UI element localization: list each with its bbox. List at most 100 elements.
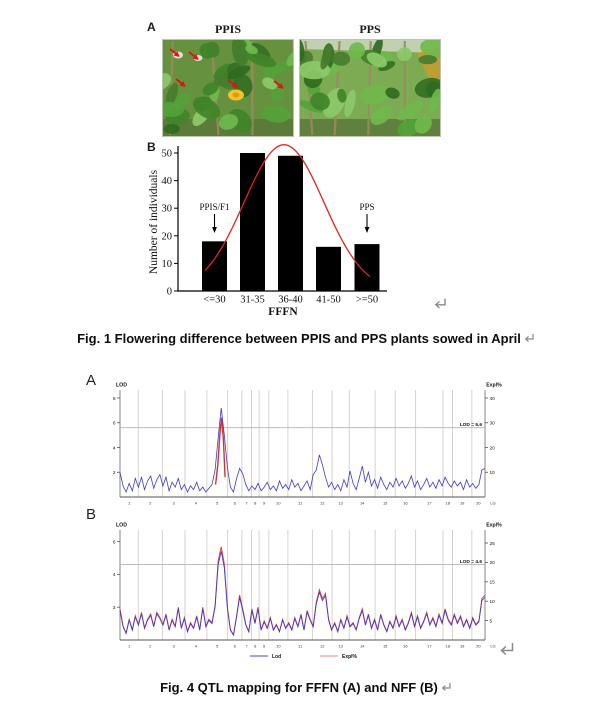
chart-shape <box>397 119 421 137</box>
leaf <box>218 114 239 130</box>
chart-shape <box>179 81 186 87</box>
chart-shape <box>414 115 432 134</box>
linkage-group-label: 14 <box>360 644 365 649</box>
linkage-group-label: 18 <box>446 501 451 506</box>
figure1-panel-a-label: A <box>147 20 156 34</box>
chart-shape <box>232 92 240 98</box>
chart-shape <box>162 39 294 137</box>
left-tick-label: 4 <box>113 572 116 578</box>
right-tick-label: 15 <box>490 580 496 586</box>
lod-line <box>119 407 486 494</box>
bar <box>354 244 380 291</box>
photo-title-ppis: PPIS <box>214 22 241 36</box>
chart-shape <box>218 114 239 130</box>
leaf <box>310 92 330 111</box>
chart-shape <box>366 52 387 68</box>
linkage-group-label: 5 <box>216 644 219 649</box>
bar <box>278 155 303 291</box>
leaf <box>231 39 247 66</box>
chart-shape <box>385 87 400 99</box>
chart-shape <box>165 82 178 107</box>
red-arrow-icon <box>273 80 284 89</box>
y-axis-title: Number of individuals <box>148 169 160 274</box>
leaf <box>247 52 277 68</box>
chart-shape <box>277 83 284 89</box>
linkage-group-label: 9 <box>263 501 266 506</box>
right-tick-label: 20 <box>490 560 496 566</box>
chart-shape <box>262 77 277 90</box>
linkage-group-label: 8 <box>254 644 257 649</box>
lod-threshold-label: LOD = 4.6 <box>460 559 483 565</box>
red-arrow-icon <box>169 48 180 57</box>
arrowhead <box>212 227 217 233</box>
chart-shape <box>194 96 212 112</box>
chart-shape <box>396 47 412 62</box>
linkage-group-label: 14 <box>360 501 365 506</box>
figure1-caption: Fig. 1 Flowering difference between PPIS… <box>0 331 612 346</box>
right-tick-label: 25 <box>490 541 496 547</box>
return-mark-icon <box>434 298 446 309</box>
y-tick-label: 10 <box>162 259 173 270</box>
y-tick-label: 0 <box>167 287 172 298</box>
arrowhead <box>364 227 370 233</box>
linkage-group-label: 15 <box>383 501 388 506</box>
left-axis-title: LOD <box>116 523 127 529</box>
linkage-group-label: 8 <box>254 501 257 506</box>
bar <box>240 153 265 291</box>
linkage-group-label: 7 <box>246 501 249 506</box>
linkage-group-label: 20 <box>476 644 481 649</box>
chart-shape <box>231 39 247 66</box>
right-tick-label: 10 <box>490 599 496 605</box>
leaf <box>359 84 390 105</box>
leaf <box>396 101 424 121</box>
chart-shape <box>261 105 291 123</box>
x-tick-label: <=30 <box>203 295 225 306</box>
leaf <box>320 45 332 70</box>
leaf <box>262 77 277 90</box>
left-tick-label: 2 <box>113 605 116 611</box>
figure4-panel-a-label: A <box>86 372 97 389</box>
linkage-group-label: 10 <box>276 501 281 506</box>
x-axis-title: FFFN <box>268 306 298 318</box>
lod-threshold-label: LOD = 5.6 <box>460 422 483 428</box>
chart-shape <box>310 92 330 111</box>
linkage-group-label: 10 <box>276 644 281 649</box>
leaf <box>420 39 441 58</box>
linkage-group-label: 1 <box>128 644 131 649</box>
right-axis-title: Expl% <box>486 523 502 529</box>
linkage-group-label: 3 <box>173 501 176 506</box>
linkage-group-label: 9 <box>263 644 266 649</box>
linkage-group-label: 12 <box>320 644 325 649</box>
chart-shape <box>231 82 238 88</box>
lod-line <box>119 551 486 637</box>
paragraph-return-mark <box>432 296 448 311</box>
left-axis-title: LOD <box>116 383 127 389</box>
chart-shape <box>418 54 438 65</box>
legend-label: Expl% <box>342 654 358 660</box>
annotation-label: PPS <box>359 202 374 212</box>
y-tick-label: 40 <box>162 176 173 187</box>
expl-percent-peak-segment <box>214 417 226 485</box>
chart-shape <box>173 51 180 57</box>
linkage-group-label: 6 <box>234 644 237 649</box>
right-tick-label: 10 <box>490 470 496 476</box>
red-arrow-icon <box>227 79 238 88</box>
left-tick-label: 2 <box>113 470 116 476</box>
bar <box>316 246 341 291</box>
linkage-group-axis-label: LG <box>490 644 495 649</box>
leaf <box>332 51 351 66</box>
x-tick-label: >=50 <box>356 295 378 306</box>
right-axis-title: Expl% <box>486 383 502 389</box>
y-tick-label: 20 <box>162 231 173 242</box>
x-tick-label: 36-40 <box>278 295 303 306</box>
figure4-panel-b-label: B <box>86 506 97 523</box>
linkage-group-label: 1 <box>128 501 131 506</box>
leaf <box>245 45 258 55</box>
left-tick-label: 4 <box>113 445 116 451</box>
chart-shape <box>378 60 396 72</box>
photo-title-pps: PPS <box>359 22 381 36</box>
leaf <box>385 87 400 99</box>
